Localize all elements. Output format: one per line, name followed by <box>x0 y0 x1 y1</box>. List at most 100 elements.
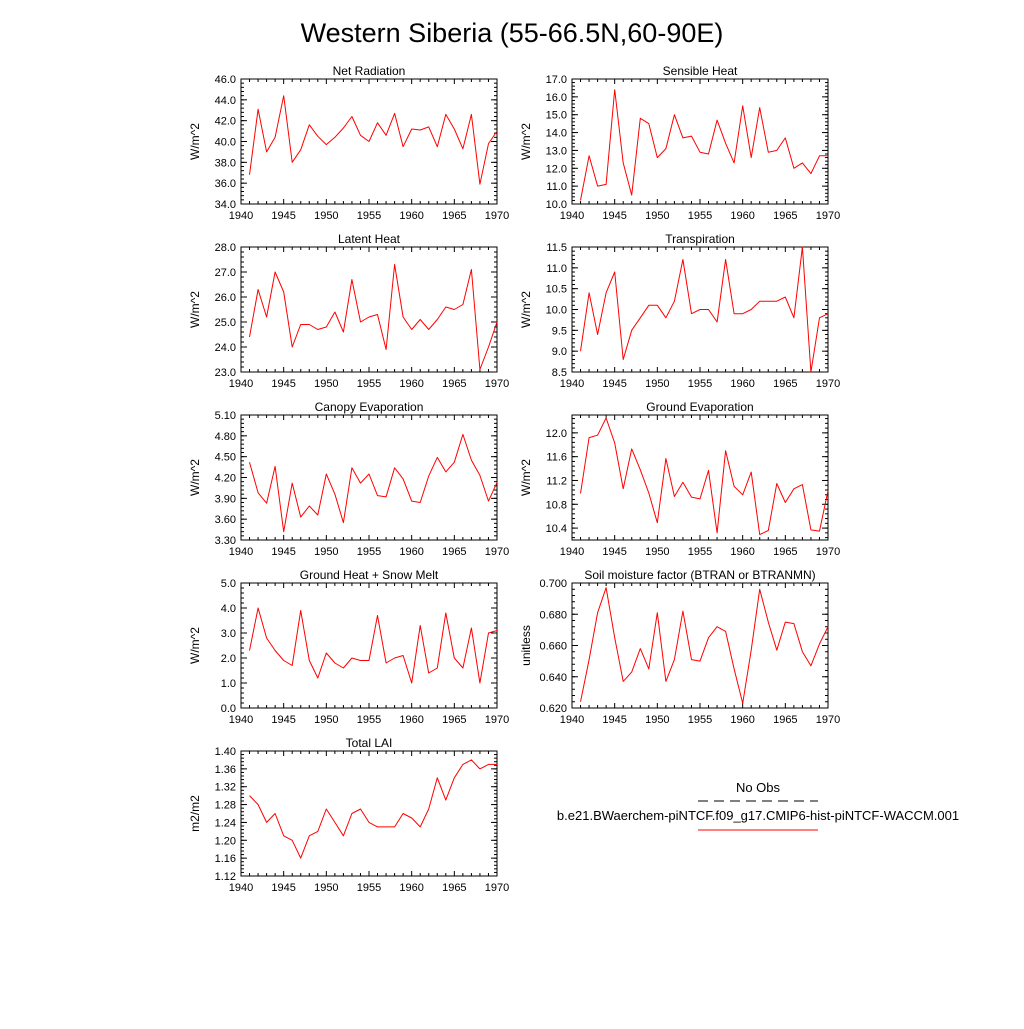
y-tick-label: 15.0 <box>546 110 567 122</box>
x-tick-label: 1960 <box>399 882 423 894</box>
x-tick-label: 1960 <box>399 714 423 726</box>
panel-title: Latent Heat <box>338 232 401 246</box>
legend-model-label: b.e21.BWaerchem-piNTCF.f09_g17.CMIP6-his… <box>557 808 959 823</box>
x-tick-label: 1940 <box>229 882 253 894</box>
x-tick-label: 1955 <box>688 378 712 390</box>
y-tick-label: 0.660 <box>539 641 567 653</box>
y-tick-label: 10.4 <box>546 523 567 535</box>
x-tick-label: 1970 <box>485 882 509 894</box>
panel-title: Total LAI <box>346 736 393 750</box>
x-tick-label: 1960 <box>730 714 754 726</box>
x-tick-label: 1965 <box>773 210 797 222</box>
x-tick-label: 1945 <box>602 546 626 558</box>
x-tick-label: 1945 <box>271 714 295 726</box>
series-line <box>249 759 497 859</box>
x-tick-label: 1960 <box>730 210 754 222</box>
y-tick-label: 2.0 <box>221 653 236 665</box>
x-tick-label: 1970 <box>816 378 840 390</box>
y-tick-label: 42.0 <box>215 116 236 128</box>
x-tick-label: 1960 <box>730 546 754 558</box>
panel-3: Transpiration W/m^2 1940 1945 1950 1955 1960 19… <box>519 232 840 390</box>
y-tick-label: 5.10 <box>215 410 236 422</box>
y-tick-label: 27.0 <box>215 267 236 279</box>
y-axis-label: unitless <box>519 625 533 666</box>
y-tick-label: 3.60 <box>215 514 236 526</box>
legend-obs-label: No Obs <box>736 780 781 795</box>
x-tick-label: 1950 <box>314 882 338 894</box>
y-tick-label: 0.640 <box>539 672 567 684</box>
panels: Net Radiation W/m^2 1940 1945 1950 1955 1960 19… <box>188 64 840 894</box>
x-tick-label: 1945 <box>602 714 626 726</box>
panel-title: Canopy Evaporation <box>315 400 424 414</box>
y-axis-label: W/m^2 <box>519 291 533 328</box>
series-line <box>580 246 829 373</box>
y-tick-label: 36.0 <box>215 178 236 190</box>
x-tick-label: 1940 <box>560 378 584 390</box>
series-line <box>249 433 498 533</box>
x-tick-label: 1970 <box>816 546 840 558</box>
y-tick-label: 3.90 <box>215 493 236 505</box>
x-tick-label: 1940 <box>560 210 584 222</box>
x-tick-label: 1950 <box>645 714 669 726</box>
y-tick-label: 4.20 <box>215 473 236 485</box>
y-tick-label: 1.28 <box>215 800 236 812</box>
y-tick-label: 26.0 <box>215 292 236 304</box>
x-tick-label: 1940 <box>229 714 253 726</box>
x-tick-label: 1965 <box>442 546 466 558</box>
y-tick-label: 0.680 <box>539 609 567 621</box>
y-tick-label: 1.24 <box>215 817 236 829</box>
y-tick-label: 1.20 <box>215 835 236 847</box>
y-tick-label: 11.2 <box>546 475 567 487</box>
y-tick-label: 1.32 <box>215 782 236 794</box>
x-tick-label: 1965 <box>442 882 466 894</box>
y-tick-label: 0.620 <box>539 703 567 715</box>
y-tick-label: 1.12 <box>215 871 236 883</box>
panel-title: Transpiration <box>665 232 735 246</box>
y-axis-label: W/m^2 <box>519 123 533 160</box>
x-tick-label: 1945 <box>271 546 295 558</box>
x-tick-label: 1945 <box>271 210 295 222</box>
x-tick-label: 1955 <box>688 546 712 558</box>
y-tick-label: 44.0 <box>215 95 236 107</box>
x-tick-label: 1970 <box>816 714 840 726</box>
panel-1: Sensible Heat W/m^2 1940 1945 1950 1955 1960 19… <box>519 64 840 222</box>
series-line <box>580 89 828 201</box>
x-tick-label: 1965 <box>773 714 797 726</box>
y-tick-label: 1.16 <box>215 853 236 865</box>
y-tick-label: 10.5 <box>546 284 567 296</box>
x-tick-label: 1940 <box>229 210 253 222</box>
x-tick-label: 1965 <box>442 210 466 222</box>
x-tick-label: 1950 <box>645 210 669 222</box>
plot-frame <box>571 414 829 541</box>
x-tick-label: 1950 <box>314 378 338 390</box>
x-tick-label: 1955 <box>357 882 381 894</box>
y-tick-label: 5.0 <box>221 578 236 590</box>
x-tick-label: 1965 <box>773 546 797 558</box>
y-tick-label: 40.0 <box>215 137 236 149</box>
y-tick-label: 13.0 <box>546 145 567 157</box>
panel-5: Ground Evaporation W/m^2 1940 1945 1950 1955 1… <box>519 400 840 558</box>
x-tick-label: 1970 <box>816 210 840 222</box>
x-tick-label: 1955 <box>357 210 381 222</box>
y-tick-label: 14.0 <box>546 128 567 140</box>
y-axis-label: m2/m2 <box>188 795 202 832</box>
panel-title: Net Radiation <box>333 64 406 78</box>
series-line <box>249 607 498 684</box>
panel-0: Net Radiation W/m^2 1940 1945 1950 1955 1960 19… <box>188 64 509 222</box>
plot-frame <box>240 246 498 373</box>
x-tick-label: 1955 <box>688 714 712 726</box>
panel-title: Soil moisture factor (BTRAN or BTRANMN) <box>584 568 815 582</box>
y-tick-label: 8.5 <box>552 367 567 379</box>
y-tick-label: 11.0 <box>546 181 567 193</box>
x-tick-label: 1960 <box>730 378 754 390</box>
y-tick-label: 11.6 <box>546 452 567 464</box>
y-tick-label: 10.0 <box>546 305 567 317</box>
y-axis-label: W/m^2 <box>188 291 202 328</box>
x-tick-label: 1950 <box>314 210 338 222</box>
x-tick-label: 1955 <box>357 378 381 390</box>
x-tick-label: 1945 <box>271 882 295 894</box>
y-tick-label: 28.0 <box>215 242 236 254</box>
panel-7: Soil moisture factor (BTRAN or BTRANMN) u… <box>519 568 840 726</box>
